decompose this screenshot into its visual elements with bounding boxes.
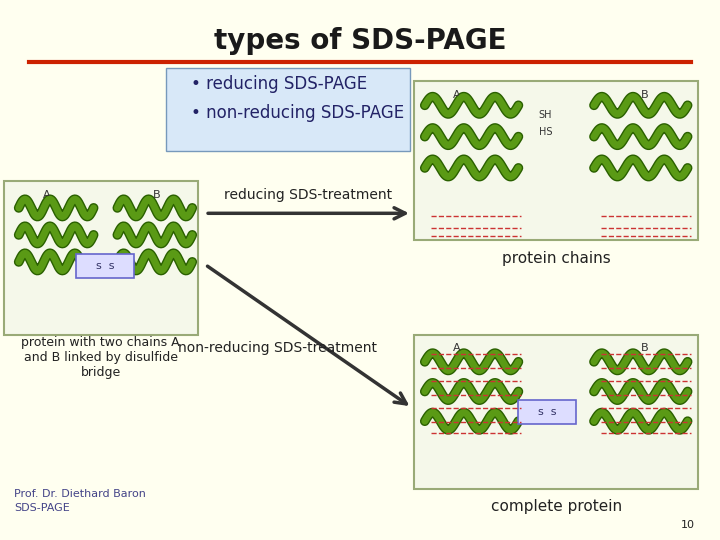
Text: A: A [43,191,50,200]
FancyBboxPatch shape [166,68,410,151]
Text: protein with two chains A: protein with two chains A [22,336,180,349]
FancyBboxPatch shape [4,181,198,335]
Text: complete protein: complete protein [490,500,622,515]
Text: types of SDS-PAGE: types of SDS-PAGE [214,27,506,55]
FancyBboxPatch shape [414,81,698,240]
Text: A: A [454,90,461,99]
Text: bridge: bridge [81,366,121,379]
Text: protein chains: protein chains [502,251,611,266]
Text: HS: HS [539,127,552,137]
Text: and B linked by disulfide: and B linked by disulfide [24,351,178,364]
Text: reducing SDS-treatment: reducing SDS-treatment [224,188,392,202]
Text: • non-reducing SDS-PAGE: • non-reducing SDS-PAGE [191,104,404,123]
Text: SH: SH [539,110,552,120]
Text: B: B [153,191,161,200]
Text: B: B [641,343,648,353]
Text: s  s: s s [538,407,557,417]
Text: Prof. Dr. Diethard Baron
SDS-PAGE: Prof. Dr. Diethard Baron SDS-PAGE [14,489,146,513]
FancyBboxPatch shape [518,400,576,424]
Text: 10: 10 [681,520,695,530]
FancyBboxPatch shape [414,335,698,489]
Text: s  s: s s [96,261,114,271]
Text: B: B [641,90,648,99]
Text: non-reducing SDS-treatment: non-reducing SDS-treatment [178,341,377,355]
FancyBboxPatch shape [76,254,134,278]
Text: • reducing SDS-PAGE: • reducing SDS-PAGE [191,75,367,93]
Text: A: A [454,343,461,353]
